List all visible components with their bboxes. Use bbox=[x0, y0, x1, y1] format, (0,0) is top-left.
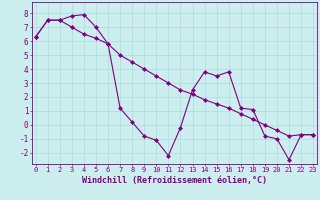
X-axis label: Windchill (Refroidissement éolien,°C): Windchill (Refroidissement éolien,°C) bbox=[82, 176, 267, 185]
